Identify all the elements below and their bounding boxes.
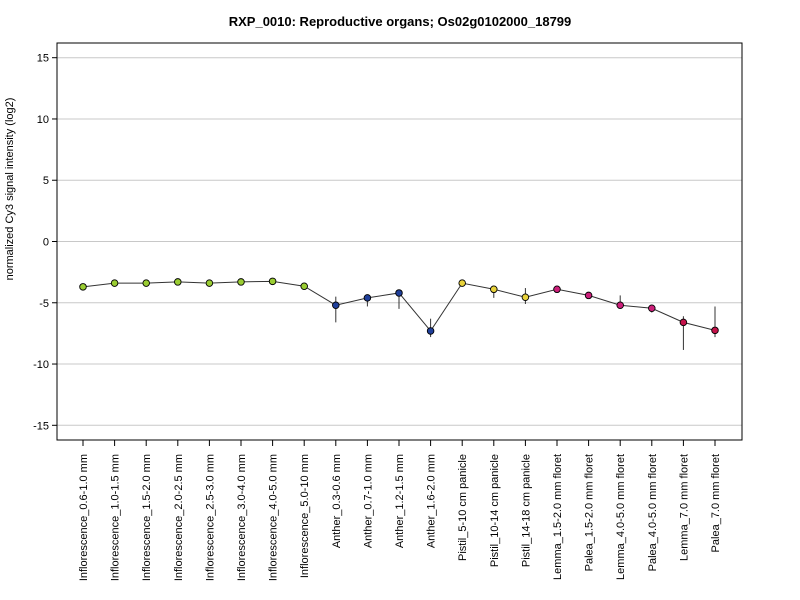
x-tick-label: Lemma_7.0 mm floret <box>678 454 690 561</box>
x-tick-label: Pistil_5-10 cm panicle <box>457 454 469 561</box>
data-point <box>332 301 340 309</box>
x-tick-label: Pistil_14-18 cm panicle <box>520 454 532 567</box>
plot-frame <box>56 42 743 441</box>
data-point <box>205 279 214 287</box>
data-point <box>142 279 150 287</box>
x-tick-label: Anther_0.7-1.0 mm <box>362 454 374 548</box>
x-tick-label: Anther_1.6-2.0 mm <box>426 454 438 548</box>
y-axis: -15 -10 -5 0 5 10 15 <box>33 53 57 432</box>
x-tick-label: Lemma_4.0-5.0 mm floret <box>615 454 627 580</box>
x-tick-label: Palea_1.5-2.0 mm floret <box>584 454 596 571</box>
data-point <box>584 291 593 300</box>
y-tick-label: 10 <box>37 114 49 126</box>
data-point <box>268 277 277 286</box>
data-point <box>174 278 182 286</box>
y-tick-label: -15 <box>33 420 49 432</box>
data-point <box>363 294 372 302</box>
x-tick-label: Palea_7.0 mm floret <box>710 454 722 552</box>
data-point <box>648 304 656 313</box>
data-point <box>553 285 561 294</box>
data-point <box>616 301 624 309</box>
data-point <box>679 318 688 327</box>
data-point <box>300 282 308 290</box>
x-tick-label: Inflorescence_3.0-4.0 mm <box>236 454 248 581</box>
x-tick-label: Inflorescence_2.5-3.0 mm <box>204 454 216 581</box>
y-tick-label: 5 <box>43 175 49 187</box>
y-tick-label: 15 <box>37 53 49 65</box>
chart-title: RXP_0010: Reproductive organs; Os02g0102… <box>229 14 572 29</box>
x-tick-label: Inflorescence_5.0-10 mm <box>299 454 311 578</box>
data-point <box>711 326 719 335</box>
x-axis: Inflorescence_0.6-1.0 mm Inflorescence_1.… <box>78 440 722 581</box>
x-tick-label: Palea_4.0-5.0 mm floret <box>647 454 659 571</box>
data-point <box>79 283 87 291</box>
y-tick-label: -5 <box>39 298 49 310</box>
data-point <box>395 289 403 297</box>
gridlines <box>57 57 742 426</box>
x-tick-label: Lemma_1.5-2.0 mm floret <box>552 454 564 580</box>
data-point <box>110 279 119 287</box>
y-tick-label: 0 <box>43 237 49 249</box>
data-series <box>79 277 719 350</box>
x-tick-label: Inflorescence_2.0-2.5 mm <box>173 454 185 581</box>
data-point <box>490 285 498 294</box>
data-point <box>426 327 435 335</box>
y-tick-label: -10 <box>33 359 49 371</box>
data-point <box>521 293 530 302</box>
y-axis-label: normalized Cy3 signal intensity (log2) <box>4 98 16 281</box>
x-tick-label: Anther_0.3-0.6 mm <box>331 454 343 548</box>
x-tick-label: Inflorescence_1.5-2.0 mm <box>141 454 153 581</box>
x-tick-label: Inflorescence_0.6-1.0 mm <box>78 454 90 581</box>
x-tick-label: Inflorescence_4.0-5.0 mm <box>268 454 280 581</box>
x-tick-label: Pistil_10-14 cm panicle <box>489 454 501 567</box>
data-point <box>237 278 245 286</box>
x-tick-label: Inflorescence_1.0-1.5 mm <box>110 454 122 581</box>
data-point <box>458 279 466 287</box>
x-tick-label: Anther_1.2-1.5 mm <box>394 454 406 548</box>
